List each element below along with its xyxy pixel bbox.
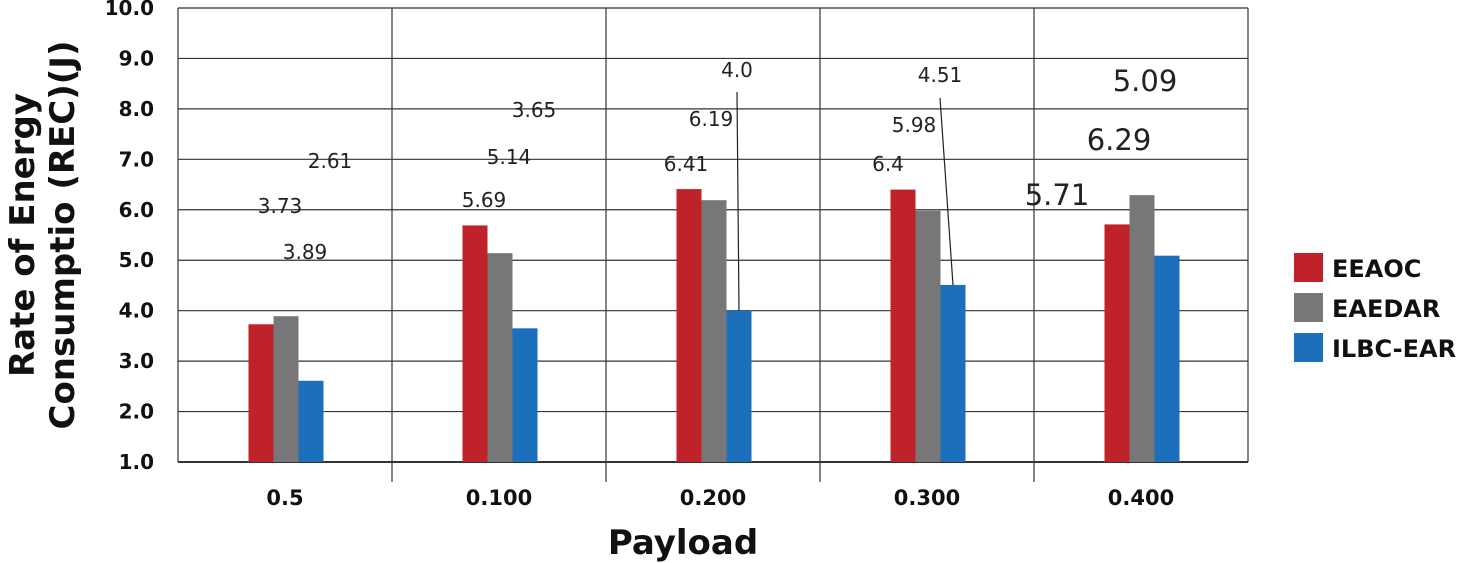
y-tick-label: 1.0 [119,450,154,474]
y-tick-label: 6.0 [119,198,154,222]
bar-eeaoc-0.5 [248,324,274,462]
bar-eaedar-0.100 [487,253,513,462]
data-label-ilbc-ear-0.400: 5.09 [1113,64,1178,98]
legend: EEAOC EAEDAR ILBC-EAR [1294,253,1456,363]
legend-label-eeaoc: EEAOC [1332,255,1421,283]
data-label-eaedar-0.5: 3.89 [283,240,328,264]
data-label-eeaoc-0.200: 6.41 [664,152,709,176]
x-tick-label: 0.200 [680,486,746,510]
data-label-eeaoc-0.100: 5.69 [462,188,507,212]
y-tick-label: 8.0 [119,97,154,121]
x-axis-title: Payload [608,523,758,563]
bars-layer [248,189,1180,462]
legend-label-ilbc-ear: ILBC-EAR [1332,335,1456,363]
bar-eaedar-0.300 [915,210,941,462]
y-tick-label: 4.0 [119,299,154,323]
bar-ilbc-ear-0.200 [726,310,752,462]
data-label-ilbc-ear-0.300: 4.51 [918,63,963,87]
data-label-eaedar-0.100: 5.14 [487,145,532,169]
data-label-ilbc-ear-0.100: 3.65 [512,98,557,122]
x-tick-labels: 0.5 0.100 0.200 0.300 0.400 [266,486,1174,510]
y-axis-title: Rate of Energy Consumptio (REC)(J) [3,41,83,430]
data-labels: 3.73 3.89 2.61 5.69 5.14 3.65 6.41 6.19 4.0 6.4 5.… [258,58,1178,264]
data-label-eaedar-0.300: 5.98 [892,113,937,137]
leader-line [939,97,954,285]
data-label-ilbc-ear-0.5: 2.61 [308,149,353,173]
x-tick-label: 0.100 [466,486,532,510]
bar-eeaoc-0.200 [676,189,702,462]
bar-ilbc-ear-0.300 [940,284,966,462]
y-tick-label: 10.0 [105,0,154,20]
x-tick-label: 0.5 [266,486,303,510]
legend-swatch-eaedar [1294,293,1323,322]
bar-eaedar-0.5 [273,316,299,462]
y-tick-labels: 1.0 2.0 3.0 4.0 5.0 6.0 7.0 8.0 9.0 10.0 [105,0,154,474]
leader-line [736,91,740,311]
y-axis-title-line1: Rate of Energy [3,93,43,377]
y-tick-label: 5.0 [119,248,154,272]
bar-eaedar-0.400 [1129,195,1155,462]
bar-eeaoc-0.100 [462,225,488,462]
bar-ilbc-ear-0.5 [298,380,324,462]
y-tick-label: 9.0 [119,46,154,70]
bar-ilbc-ear-0.400 [1154,255,1180,462]
legend-swatch-eeaoc [1294,253,1323,282]
data-label-eeaoc-0.300: 6.4 [872,152,904,176]
y-tick-label: 3.0 [119,349,154,373]
x-tick-label: 0.300 [894,486,960,510]
data-label-eeaoc-0.5: 3.73 [258,194,303,218]
data-label-eaedar-0.200: 6.19 [689,107,734,131]
y-tick-label: 7.0 [119,147,154,171]
y-axis-title-line2: Consumptio (REC)(J) [43,41,83,430]
y-tick-label: 2.0 [119,400,154,424]
x-tick-label: 0.400 [1108,486,1174,510]
legend-label-eaedar: EAEDAR [1332,295,1440,323]
data-label-eeaoc-0.400: 5.71 [1025,178,1090,212]
bar-eeaoc-0.400 [1104,224,1130,462]
legend-swatch-ilbc-ear [1294,333,1323,362]
bar-eaedar-0.200 [701,200,727,462]
data-label-ilbc-ear-0.200: 4.0 [721,58,753,82]
leader-lines [736,91,954,311]
data-label-eaedar-0.400: 6.29 [1087,123,1152,157]
bar-ilbc-ear-0.100 [512,328,538,462]
bar-eeaoc-0.300 [890,189,916,462]
